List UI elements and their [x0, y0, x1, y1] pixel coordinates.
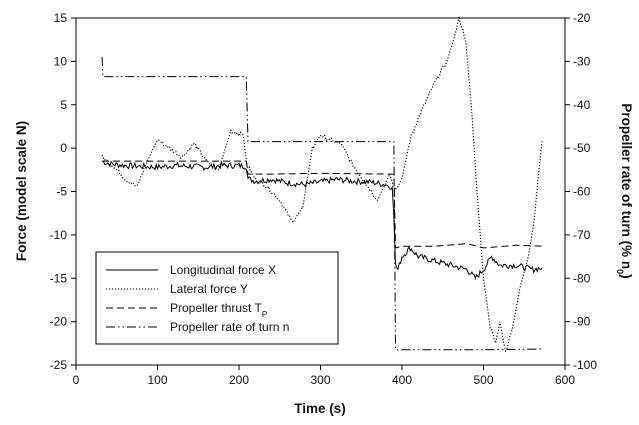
x-tick-label: 300 [310, 373, 330, 387]
y-tick-label: 5 [60, 98, 67, 112]
plot-series [101, 16, 543, 353]
y2-axis-title-close: ) [619, 274, 634, 279]
x-axis-ticks: 0 100 200 300 400 500 600 [73, 365, 575, 387]
legend-label-propeller-thrust-sub: P [262, 310, 267, 319]
y2-tick-label: -70 [573, 228, 591, 242]
y2-axis-title-sub: 0 [615, 269, 625, 274]
legend-label-propeller-thrust: Propeller thrust TP [170, 301, 267, 319]
legend-label-lateral-force: Lateral force Y [170, 282, 248, 296]
legend-label-propeller-thrust-main: Propeller thrust T [170, 301, 262, 315]
legend: Longitudinal force X Lateral force Y Pro… [95, 251, 339, 345]
y-tick-label: 10 [54, 54, 68, 68]
legend-box [95, 251, 339, 345]
series-line-2 [102, 160, 543, 249]
y2-tick-label: -60 [573, 185, 591, 199]
y-axis-ticks: -25 -20 -15 -10 -5 0 5 10 15 [50, 11, 76, 372]
y-tick-label: -10 [50, 228, 68, 242]
x-tick-label: 100 [147, 373, 167, 387]
y2-tick-label: -80 [573, 271, 591, 285]
y-tick-label: 0 [60, 141, 67, 155]
x-tick-label: 0 [73, 373, 80, 387]
y-tick-label: 15 [54, 11, 68, 25]
y2-tick-label: -40 [573, 98, 591, 112]
x-tick-label: 600 [555, 373, 575, 387]
legend-line-samples [106, 269, 158, 328]
legend-label-propeller-rate: Propeller rate of turn n [170, 320, 289, 334]
y-tick-label: -5 [56, 185, 67, 199]
y2-tick-label: -90 [573, 315, 591, 329]
y2-axis-ticks: -100 -90 -80 -70 -60 -50 -40 -30 -20 [565, 11, 597, 372]
x-axis-title: Time (s) [294, 401, 346, 416]
series-line-0 [102, 160, 543, 281]
y2-tick-label: -30 [573, 54, 591, 68]
x-tick-label: 400 [392, 373, 412, 387]
y2-tick-label: -20 [573, 11, 591, 25]
y-axis-title: Force (model scale N) [14, 121, 29, 261]
x-tick-label: 200 [229, 373, 249, 387]
y-tick-label: -20 [50, 315, 68, 329]
legend-label-longitudinal-force: Longitudinal force X [170, 263, 276, 277]
y2-axis-title: Propeller rate of turn (% n0) [615, 103, 634, 278]
y2-axis-title-main: Propeller rate of turn (% n [619, 103, 634, 269]
y-tick-label: -25 [50, 358, 68, 372]
y2-tick-label: -50 [573, 141, 591, 155]
series-line-3 [101, 56, 543, 351]
x-tick-label: 500 [473, 373, 493, 387]
y2-tick-label: -100 [573, 358, 597, 372]
y-tick-label: -15 [50, 271, 68, 285]
